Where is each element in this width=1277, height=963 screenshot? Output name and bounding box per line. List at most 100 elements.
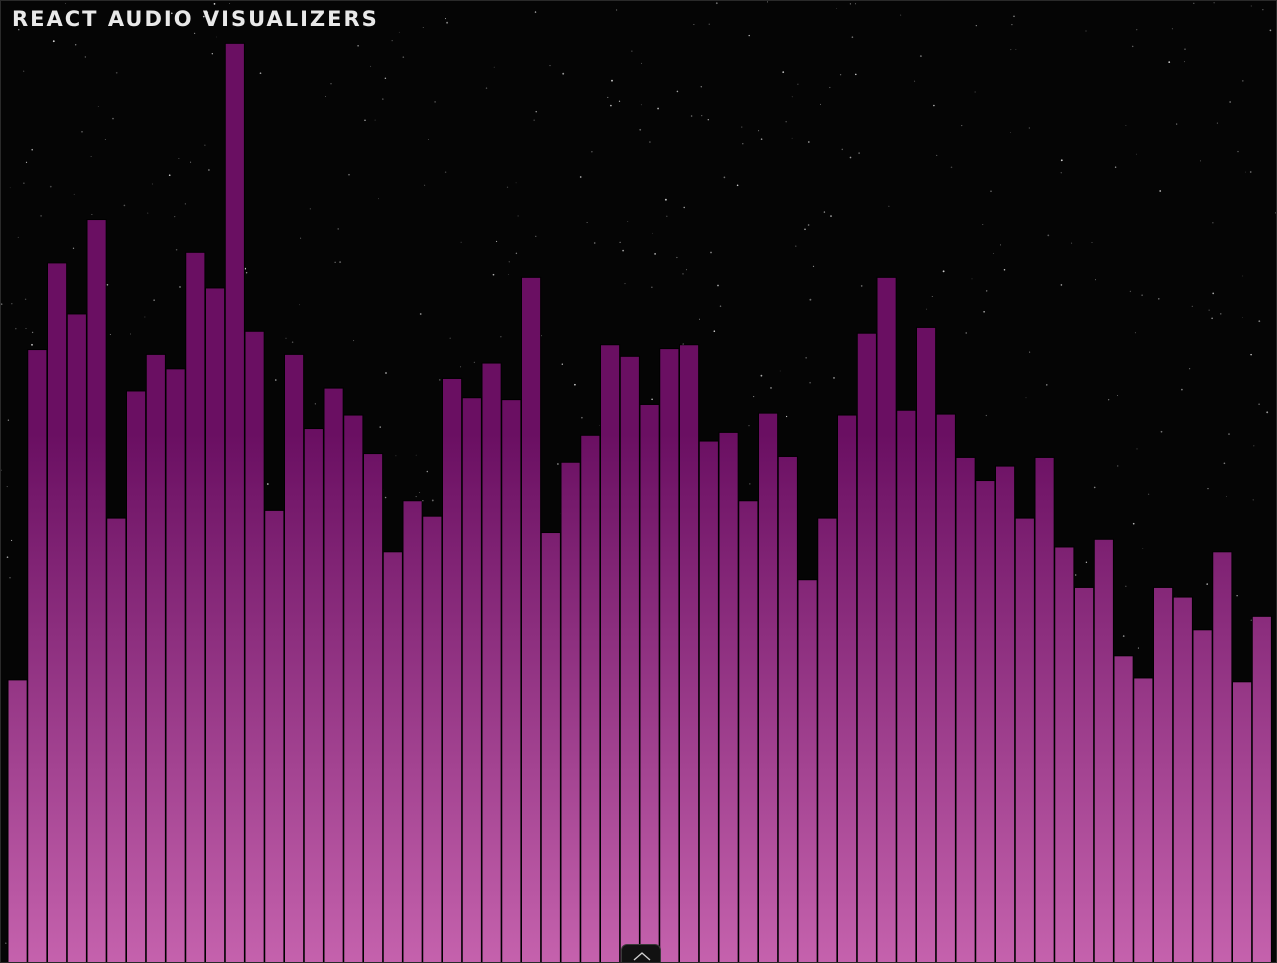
frequency-bar xyxy=(501,399,522,962)
frequency-bar xyxy=(1251,615,1272,962)
frequency-bar xyxy=(856,332,877,962)
star xyxy=(419,492,421,493)
star xyxy=(860,285,863,287)
panel-toggle-button[interactable] xyxy=(621,944,661,962)
star xyxy=(1011,23,1013,26)
star xyxy=(1212,222,1214,224)
star xyxy=(493,66,495,68)
star xyxy=(942,270,945,273)
star xyxy=(73,193,75,195)
star xyxy=(153,299,155,301)
frequency-bar xyxy=(422,515,443,962)
star xyxy=(75,44,77,46)
frequency-bar xyxy=(1054,546,1075,962)
star xyxy=(84,56,86,58)
star xyxy=(651,398,653,401)
star xyxy=(758,130,760,132)
star xyxy=(266,483,269,485)
star xyxy=(1,303,3,305)
star xyxy=(807,141,810,143)
star xyxy=(15,327,17,330)
frequency-bar xyxy=(66,313,87,962)
star xyxy=(178,157,180,159)
star xyxy=(823,211,826,213)
star xyxy=(1029,351,1031,353)
frequency-bar xyxy=(264,509,285,962)
star xyxy=(985,414,987,417)
app-title: REACT AUDIO VISUALIZERS xyxy=(12,7,379,31)
star xyxy=(7,419,10,421)
star xyxy=(1125,124,1127,126)
star xyxy=(211,53,213,55)
star xyxy=(11,539,13,541)
star xyxy=(106,283,109,286)
star xyxy=(31,343,33,346)
star xyxy=(515,252,518,255)
star xyxy=(171,12,173,15)
star xyxy=(631,50,633,52)
star xyxy=(1129,290,1132,293)
star xyxy=(395,455,397,457)
frequency-bar xyxy=(540,532,561,962)
star xyxy=(611,79,613,82)
star xyxy=(797,83,799,85)
star xyxy=(1158,298,1160,300)
frequency-bar xyxy=(955,456,976,962)
star xyxy=(795,245,797,247)
star xyxy=(535,111,537,113)
star xyxy=(693,24,695,26)
star xyxy=(147,212,149,214)
star xyxy=(5,942,7,944)
star xyxy=(517,215,519,217)
star xyxy=(151,183,153,185)
star xyxy=(1046,384,1048,386)
star xyxy=(49,185,52,188)
star xyxy=(1266,411,1269,414)
star xyxy=(72,247,75,249)
star xyxy=(858,152,860,154)
star xyxy=(1250,619,1252,621)
star xyxy=(6,486,8,488)
star xyxy=(1075,574,1077,576)
star xyxy=(1242,275,1244,277)
star xyxy=(618,100,621,102)
star xyxy=(701,115,703,117)
star xyxy=(52,40,55,43)
star xyxy=(562,72,565,75)
star xyxy=(6,556,9,559)
star xyxy=(639,128,642,131)
star xyxy=(561,363,563,365)
frequency-bar xyxy=(758,412,779,962)
star xyxy=(1060,159,1063,162)
frequency-bar xyxy=(718,431,739,962)
frequency-bar xyxy=(481,362,502,962)
star xyxy=(723,176,726,179)
star xyxy=(424,184,426,186)
star xyxy=(1094,279,1096,281)
frequency-bar xyxy=(7,679,28,962)
star xyxy=(812,265,815,268)
frequency-bar xyxy=(1172,596,1193,962)
frequency-bar xyxy=(639,403,660,962)
star xyxy=(652,232,653,234)
star xyxy=(982,224,984,226)
star xyxy=(123,204,126,207)
frequency-bar xyxy=(600,344,621,962)
star xyxy=(1028,127,1030,129)
star xyxy=(641,62,642,64)
star xyxy=(1228,433,1230,436)
star xyxy=(275,379,277,381)
star xyxy=(682,273,684,275)
frequency-bar xyxy=(106,517,127,962)
star xyxy=(710,251,712,254)
star xyxy=(339,261,342,264)
star xyxy=(259,72,262,75)
star xyxy=(699,318,701,320)
star xyxy=(841,148,844,151)
star xyxy=(1275,212,1276,214)
frequency-bar xyxy=(975,480,996,962)
star xyxy=(974,91,976,93)
frequency-bar xyxy=(323,387,344,962)
star xyxy=(1122,635,1125,637)
